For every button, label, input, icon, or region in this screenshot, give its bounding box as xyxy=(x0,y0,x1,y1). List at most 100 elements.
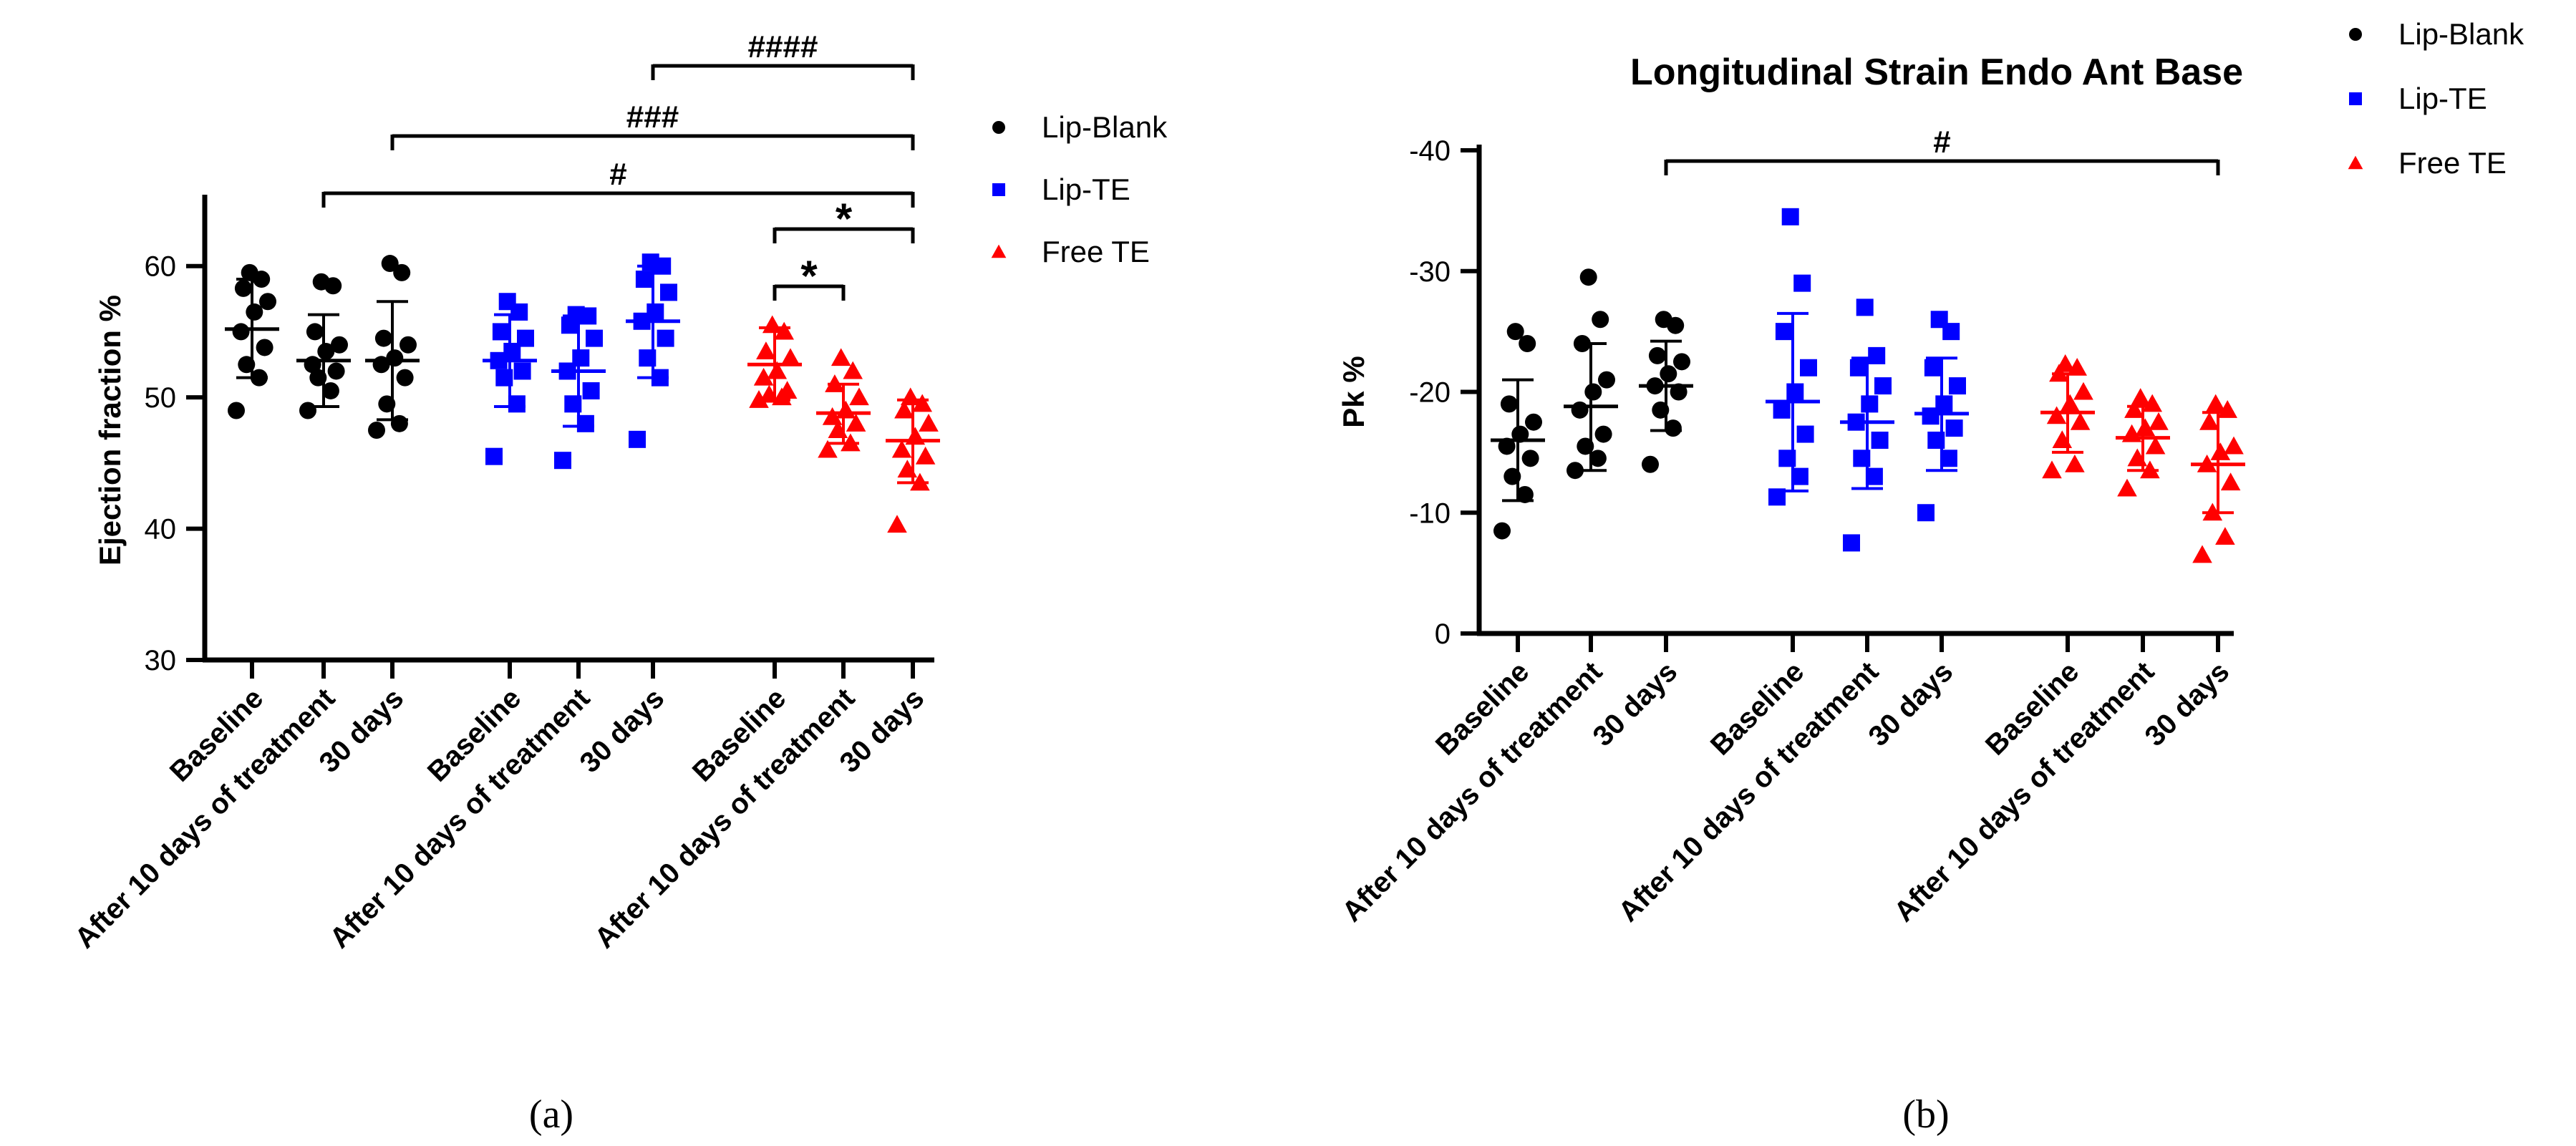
data-point xyxy=(657,329,674,347)
data-point xyxy=(368,422,385,439)
legend-marker xyxy=(992,183,1005,196)
data-point xyxy=(919,414,939,432)
data-point xyxy=(915,446,936,465)
legend-marker xyxy=(992,121,1005,134)
data-point xyxy=(390,414,408,432)
data-point xyxy=(2210,442,2231,460)
legend-label: Lip-TE xyxy=(2398,82,2487,115)
data-point xyxy=(554,452,571,470)
legend-marker xyxy=(2348,155,2363,170)
data-point xyxy=(495,369,513,387)
data-point xyxy=(2192,545,2212,563)
data-point xyxy=(822,407,843,425)
data-point xyxy=(576,414,594,432)
data-point xyxy=(905,427,926,445)
data-point xyxy=(753,367,774,386)
data-point xyxy=(1773,401,1791,419)
legend-marker xyxy=(991,244,1007,258)
data-point xyxy=(2217,400,2237,418)
caption-b: (b) xyxy=(1902,1092,1949,1137)
y-axis-label: Pk % xyxy=(1337,356,1370,427)
data-point xyxy=(1796,425,1814,443)
data-point xyxy=(2060,394,2081,412)
data-point xyxy=(1592,311,1609,329)
data-point xyxy=(400,336,417,354)
data-point xyxy=(1504,467,1521,485)
legend-label: Lip-TE xyxy=(1042,173,1130,206)
data-point xyxy=(2042,460,2062,479)
data-point xyxy=(508,395,526,413)
data-point xyxy=(1500,395,1518,413)
data-point xyxy=(629,430,646,448)
data-point xyxy=(378,395,396,413)
data-point xyxy=(327,362,345,380)
data-point xyxy=(1648,346,1666,364)
data-point xyxy=(1567,462,1584,480)
legend-label: Free TE xyxy=(1042,235,1150,268)
sig-label: * xyxy=(800,252,818,300)
data-point xyxy=(312,273,330,291)
data-point xyxy=(1945,419,1963,437)
data-point xyxy=(304,356,321,374)
data-point xyxy=(2145,436,2166,455)
data-point xyxy=(1655,311,1672,329)
data-point xyxy=(1849,359,1867,377)
x-tick-label: 30 days xyxy=(1587,656,1683,752)
data-point xyxy=(1940,450,1957,467)
data-point xyxy=(2117,478,2137,497)
caption-a: (a) xyxy=(529,1092,573,1137)
data-point xyxy=(2046,406,2067,424)
data-point xyxy=(1927,432,1945,449)
data-point xyxy=(1843,534,1860,552)
data-point xyxy=(331,336,348,354)
data-point xyxy=(1525,413,1542,431)
data-point xyxy=(1652,401,1670,419)
data-point xyxy=(485,447,503,465)
data-point xyxy=(564,395,582,413)
data-point xyxy=(1516,485,1534,503)
data-point xyxy=(1874,377,1892,395)
x-tick-label: 30 days xyxy=(573,682,670,779)
data-point xyxy=(1521,450,1539,467)
data-point xyxy=(1868,346,1886,364)
data-point xyxy=(1584,383,1602,401)
data-point xyxy=(1646,377,1664,395)
data-point xyxy=(2220,472,2241,491)
data-point xyxy=(774,321,794,340)
data-point xyxy=(1800,359,1817,377)
data-point xyxy=(1519,335,1536,352)
data-point xyxy=(1917,504,1935,522)
y-tick-label: -40 xyxy=(1409,135,1451,167)
data-point xyxy=(2199,412,2219,430)
data-point xyxy=(246,303,263,321)
data-point xyxy=(238,356,256,374)
data-point xyxy=(2130,388,2151,406)
data-point xyxy=(2127,448,2148,467)
data-point xyxy=(498,293,516,311)
x-tick-label: 30 days xyxy=(1862,656,1959,752)
data-point xyxy=(517,329,534,347)
data-point xyxy=(841,433,861,452)
data-point xyxy=(849,387,869,406)
data-point xyxy=(1775,323,1793,341)
data-point xyxy=(825,374,845,392)
data-point xyxy=(641,253,659,271)
data-point xyxy=(1856,298,1874,316)
data-point xyxy=(1598,371,1615,389)
data-point xyxy=(513,362,531,380)
data-point xyxy=(1871,432,1889,449)
data-point xyxy=(767,361,788,379)
data-point xyxy=(1493,522,1511,540)
data-point xyxy=(639,349,657,367)
data-point xyxy=(1511,425,1529,443)
data-point xyxy=(777,381,798,399)
data-point xyxy=(234,279,252,297)
data-point xyxy=(651,369,669,387)
data-point xyxy=(1506,323,1524,341)
data-point xyxy=(780,348,800,366)
data-point xyxy=(1571,401,1589,419)
data-point xyxy=(2049,364,2069,382)
data-point xyxy=(1594,425,1612,443)
data-point xyxy=(1768,488,1786,506)
y-axis-label: Ejection fraction % xyxy=(93,295,127,565)
